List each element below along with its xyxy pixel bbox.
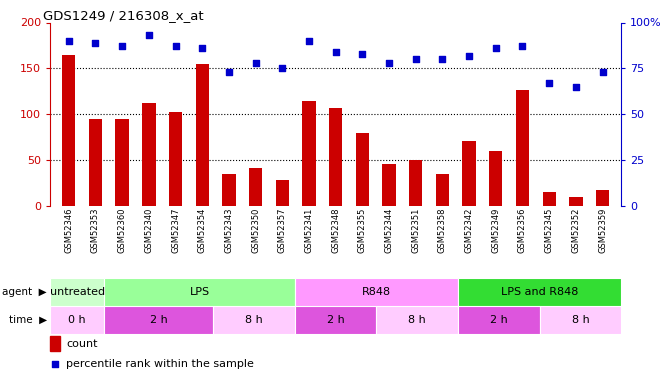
Bar	[462, 141, 476, 206]
Bar	[276, 180, 289, 206]
Point	[377, 281, 387, 287]
Text: untreated: untreated	[49, 286, 105, 297]
Point	[224, 69, 234, 75]
Point	[197, 45, 208, 51]
Point	[357, 51, 367, 57]
Text: 8 h: 8 h	[408, 315, 426, 325]
Bar	[329, 108, 342, 206]
Point	[570, 84, 581, 90]
Point	[250, 60, 261, 66]
Point	[544, 80, 554, 86]
Text: 2 h: 2 h	[490, 315, 508, 325]
Point	[383, 60, 394, 66]
Bar	[355, 133, 369, 206]
Text: 8 h: 8 h	[245, 315, 263, 325]
Point	[490, 45, 501, 51]
Bar	[50, 306, 104, 334]
Bar	[303, 100, 316, 206]
Point	[464, 53, 474, 58]
Bar	[295, 306, 377, 334]
Point	[437, 56, 448, 62]
Bar	[377, 306, 458, 334]
Point	[63, 38, 74, 44]
Bar	[50, 336, 60, 351]
Bar	[62, 55, 75, 206]
Text: percentile rank within the sample: percentile rank within the sample	[66, 359, 254, 369]
Text: 8 h: 8 h	[572, 315, 589, 325]
Bar	[458, 306, 540, 334]
Bar	[295, 278, 458, 306]
Point	[170, 44, 181, 50]
Bar	[436, 174, 449, 206]
Text: 2 h: 2 h	[150, 315, 168, 325]
Text: agent  ▶: agent ▶	[2, 286, 47, 297]
Bar	[169, 112, 182, 206]
Bar	[222, 174, 236, 206]
Point	[331, 49, 341, 55]
Bar	[104, 278, 295, 306]
Text: count: count	[66, 339, 98, 349]
Text: GDS1249 / 216308_x_at: GDS1249 / 216308_x_at	[43, 9, 204, 22]
Bar	[249, 168, 263, 206]
Text: 2 h: 2 h	[327, 315, 345, 325]
Bar	[542, 192, 556, 206]
Bar	[116, 119, 129, 206]
Bar	[142, 104, 156, 206]
Text: R848: R848	[362, 286, 391, 297]
Bar	[409, 160, 422, 206]
Bar	[213, 306, 295, 334]
Bar	[540, 306, 621, 334]
Bar	[104, 306, 213, 334]
Point	[517, 44, 528, 50]
Bar	[596, 190, 609, 206]
Point	[304, 38, 315, 44]
Point	[90, 40, 101, 46]
Bar	[569, 197, 582, 206]
Bar	[196, 64, 209, 206]
Bar	[458, 278, 621, 306]
Bar	[516, 90, 529, 206]
Bar	[89, 119, 102, 206]
Text: LPS and R848: LPS and R848	[501, 286, 578, 297]
Point	[117, 44, 128, 50]
Text: LPS: LPS	[190, 286, 210, 297]
Text: 0 h: 0 h	[69, 315, 86, 325]
Point	[144, 32, 154, 38]
Bar	[489, 151, 502, 206]
Point	[410, 56, 421, 62]
Text: time  ▶: time ▶	[9, 315, 47, 325]
Point	[277, 65, 288, 71]
Bar	[382, 164, 395, 206]
Point	[597, 69, 608, 75]
Bar	[50, 278, 104, 306]
